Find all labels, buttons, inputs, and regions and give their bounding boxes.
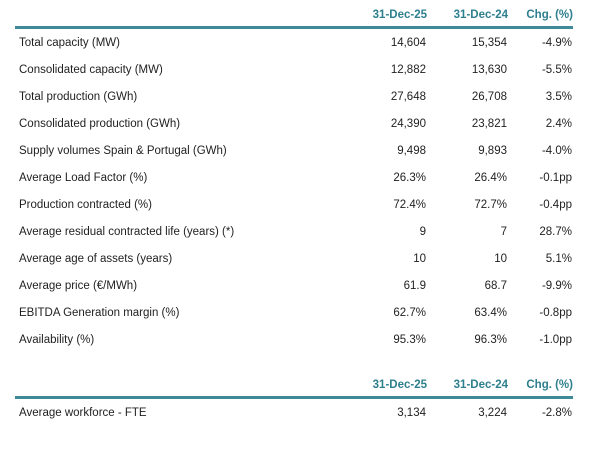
metric-label: Average residual contracted life (years)… xyxy=(19,225,235,238)
header-change: Chg. (%) xyxy=(508,379,573,399)
value-change: 2.4% xyxy=(545,117,572,130)
table-row: Supply volumes Spain & Portugal (GWh) 9,… xyxy=(15,137,573,164)
metric-label: Average price (€/MWh) xyxy=(19,279,138,292)
table-row: Availability (%) 95.3% 96.3% -1.0pp xyxy=(15,326,573,353)
value-prior: 15,354 xyxy=(471,36,507,49)
kpi-table-generation: 31-Dec-25 31-Dec-24 Chg. (%) Total capac… xyxy=(15,9,573,353)
table-row: Total production (GWh) 27,648 26,708 3.5… xyxy=(15,83,573,110)
value-change: -4.0% xyxy=(541,144,572,157)
table-row: Total capacity (MW) 14,604 15,354 -4.9% xyxy=(15,28,573,57)
value-prior: 7 xyxy=(500,225,507,238)
table-row: Consolidated production (GWh) 24,390 23,… xyxy=(15,110,573,137)
value-prior: 9,893 xyxy=(478,144,507,157)
value-change: 3.5% xyxy=(545,90,572,103)
metric-label: Consolidated production (GWh) xyxy=(19,117,181,130)
header-date-current: 31-Dec-25 xyxy=(347,9,427,29)
header-date-prior: 31-Dec-24 xyxy=(427,9,508,29)
value-prior: 26.4% xyxy=(474,171,507,184)
value-current: 95.3% xyxy=(393,333,426,346)
table-row: Production contracted (%) 72.4% 72.7% -0… xyxy=(15,191,573,218)
metric-label: Total capacity (MW) xyxy=(19,36,120,49)
metric-label: Production contracted (%) xyxy=(19,198,152,211)
value-current: 12,882 xyxy=(390,63,426,76)
metric-label: Average age of assets (years) xyxy=(19,252,173,265)
metric-label: Availability (%) xyxy=(19,333,95,346)
value-current: 10 xyxy=(413,252,426,265)
metric-label: Average Load Factor (%) xyxy=(19,171,148,184)
metric-label: Supply volumes Spain & Portugal (GWh) xyxy=(19,144,227,157)
header-label-spacer xyxy=(15,9,347,29)
value-prior: 68.7 xyxy=(484,279,507,292)
value-current: 14,604 xyxy=(390,36,426,49)
value-change: -0.4pp xyxy=(539,198,572,211)
value-change: -4.9% xyxy=(541,36,572,49)
value-change: -0.1pp xyxy=(539,171,572,184)
value-prior: 10 xyxy=(494,252,507,265)
value-current: 26.3% xyxy=(393,171,426,184)
header-change: Chg. (%) xyxy=(508,9,573,29)
value-current: 72.4% xyxy=(393,198,426,211)
value-prior: 63.4% xyxy=(474,306,507,319)
value-change: -1.0pp xyxy=(539,333,572,346)
table-row: Consolidated capacity (MW) 12,882 13,630… xyxy=(15,56,573,83)
table-header-row: 31-Dec-25 31-Dec-24 Chg. (%) xyxy=(15,9,573,29)
value-change: 5.1% xyxy=(545,252,572,265)
value-change: 28.7% xyxy=(539,225,572,238)
value-current: 24,390 xyxy=(390,117,426,130)
value-current: 9 xyxy=(419,225,426,238)
header-date-prior: 31-Dec-24 xyxy=(427,379,508,399)
value-change: -5.5% xyxy=(541,63,572,76)
value-prior: 13,630 xyxy=(471,63,507,76)
table-row: Average price (€/MWh) 61.9 68.7 -9.9% xyxy=(15,272,573,299)
metric-label: Average workforce - FTE xyxy=(19,406,147,419)
value-prior: 3,224 xyxy=(478,406,507,419)
value-prior: 96.3% xyxy=(474,333,507,346)
kpi-table-workforce: 31-Dec-25 31-Dec-24 Chg. (%) Average wor… xyxy=(15,379,573,426)
value-change: -2.8% xyxy=(541,406,572,419)
value-current: 3,134 xyxy=(397,406,426,419)
value-current: 61.9 xyxy=(403,279,426,292)
value-prior: 72.7% xyxy=(474,198,507,211)
value-prior: 26,708 xyxy=(471,90,507,103)
value-change: -0.8pp xyxy=(539,306,572,319)
table-row: Average residual contracted life (years)… xyxy=(15,218,573,245)
table-row: Average Load Factor (%) 26.3% 26.4% -0.1… xyxy=(15,164,573,191)
table-row: EBITDA Generation margin (%) 62.7% 63.4%… xyxy=(15,299,573,326)
value-current: 9,498 xyxy=(397,144,426,157)
metric-label: Total production (GWh) xyxy=(19,90,138,103)
report-body: 31-Dec-25 31-Dec-24 Chg. (%) Total capac… xyxy=(15,9,573,426)
value-prior: 23,821 xyxy=(471,117,507,130)
table-row: Average age of assets (years) 10 10 5.1% xyxy=(15,245,573,272)
value-change: -9.9% xyxy=(541,279,572,292)
header-date-current: 31-Dec-25 xyxy=(347,379,427,399)
table-header-row: 31-Dec-25 31-Dec-24 Chg. (%) xyxy=(15,379,573,399)
value-current: 27,648 xyxy=(390,90,426,103)
table-row: Average workforce - FTE 3,134 3,224 -2.8… xyxy=(15,398,573,427)
metric-label: EBITDA Generation margin (%) xyxy=(19,306,180,319)
metric-label: Consolidated capacity (MW) xyxy=(19,63,163,76)
value-current: 62.7% xyxy=(393,306,426,319)
header-label-spacer xyxy=(15,379,347,399)
